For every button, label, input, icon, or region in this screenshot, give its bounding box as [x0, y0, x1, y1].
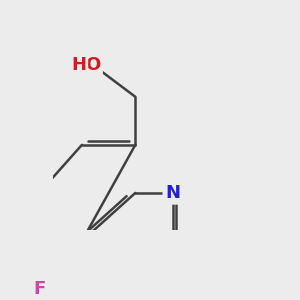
Text: N: N — [165, 184, 180, 202]
Text: H: H — [71, 56, 86, 74]
Text: F: F — [33, 280, 45, 298]
Text: O: O — [85, 56, 100, 74]
